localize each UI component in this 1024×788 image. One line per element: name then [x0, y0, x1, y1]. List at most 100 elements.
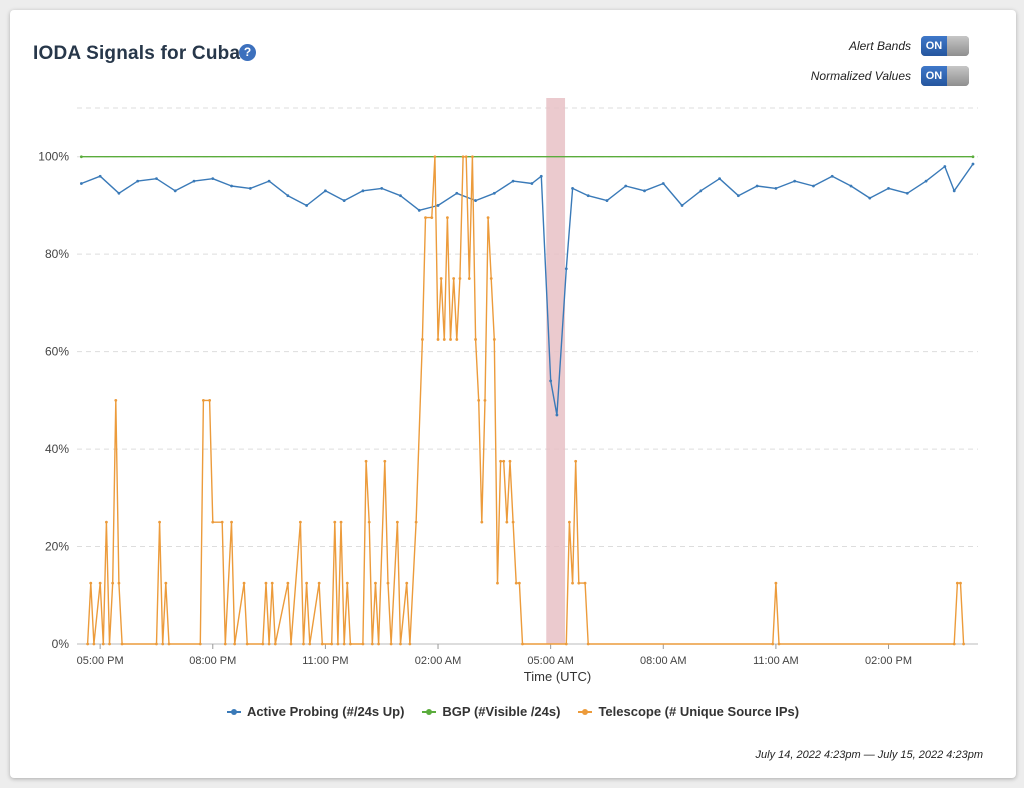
x-tick-label: 08:00 AM	[640, 655, 686, 667]
data-point-2	[521, 642, 524, 646]
data-point-2	[483, 398, 487, 402]
data-point-2	[408, 642, 412, 646]
data-point-2	[474, 338, 477, 341]
data-point-0	[399, 194, 402, 198]
data-point-0	[342, 199, 346, 202]
y-tick-label: 60%	[45, 345, 69, 359]
data-point-0	[474, 199, 477, 202]
signals-chart: 0% 20% 40% 60% 80% 100% 05:00 PM 08:00 PM 11:00 …	[38, 98, 978, 684]
data-point-2	[101, 642, 105, 646]
data-point-0	[943, 165, 947, 168]
data-point-0	[624, 184, 628, 188]
data-point-0	[361, 189, 365, 193]
alert-bands-toggle[interactable]: ON	[921, 36, 969, 56]
data-point-0	[511, 179, 515, 183]
data-point-2	[89, 581, 93, 585]
legend-label-active-probing: Active Probing (#/24s Up)	[246, 704, 405, 719]
data-point-2	[317, 581, 321, 585]
data-point-2	[464, 155, 468, 159]
data-point-0	[530, 182, 534, 185]
data-point-2	[361, 642, 365, 646]
alert-bands-control: Alert Bands ON	[849, 36, 969, 56]
legend-label-bgp: BGP (#Visible /24s)	[442, 704, 561, 719]
series-line-0	[81, 163, 974, 416]
data-point-0	[324, 189, 327, 193]
data-point-0	[417, 208, 421, 212]
x-tick-label: 11:00 PM	[302, 655, 348, 667]
data-point-0	[605, 199, 609, 202]
legend-item-telescope[interactable]: Telescope (# Unique Source IPs)	[578, 704, 799, 719]
data-point-0	[952, 189, 956, 193]
legend-label-telescope: Telescope (# Unique Source IPs)	[598, 704, 800, 719]
data-point-2	[517, 581, 521, 585]
data-point-2	[452, 277, 456, 280]
data-point-2	[568, 520, 571, 524]
data-point-2	[220, 520, 224, 524]
data-point-2	[298, 520, 302, 524]
data-point-0	[492, 191, 496, 195]
data-point-2	[264, 581, 268, 585]
data-point-0	[793, 179, 797, 183]
data-point-2	[367, 520, 371, 524]
normalized-values-toggle[interactable]: ON	[921, 66, 969, 86]
data-point-2	[164, 581, 168, 585]
alert-bands-label: Alert Bands	[848, 39, 911, 53]
legend-item-active-probing[interactable]: Active Probing (#/24s Up)	[226, 704, 405, 719]
x-tick-label: 08:00 PM	[189, 655, 236, 667]
data-point-0	[455, 191, 459, 195]
data-point-2	[108, 642, 111, 646]
data-point-0	[849, 184, 853, 188]
data-point-2	[471, 155, 474, 159]
data-point-0	[380, 187, 384, 190]
data-point-2	[480, 520, 484, 524]
data-point-2	[514, 581, 518, 585]
data-point-2	[345, 581, 349, 585]
data-point-2	[492, 338, 496, 341]
data-point-0	[868, 196, 872, 200]
data-point-0	[661, 182, 665, 185]
data-point-2	[342, 642, 346, 646]
data-point-0	[117, 191, 121, 195]
data-point-2	[574, 459, 578, 463]
data-point-2	[242, 581, 246, 585]
data-point-2	[305, 581, 309, 585]
data-point-2	[92, 642, 96, 646]
help-icon[interactable]: ?	[239, 44, 256, 61]
data-point-0	[305, 204, 309, 207]
data-point-2	[505, 520, 509, 524]
x-axis-label: Time (UTC)	[524, 669, 591, 684]
data-point-2	[201, 398, 205, 402]
data-point-2	[289, 642, 293, 646]
data-point-2	[571, 581, 574, 585]
data-point-2	[430, 216, 434, 220]
x-tick-label: 02:00 AM	[415, 655, 461, 667]
data-point-0	[136, 179, 140, 183]
data-point-2	[339, 520, 343, 524]
y-tick-label: 40%	[45, 442, 69, 456]
data-point-2	[564, 642, 568, 646]
data-point-2	[245, 642, 249, 646]
data-point-0	[905, 191, 909, 195]
legend-swatch-active-probing	[226, 708, 241, 716]
data-point-0	[699, 189, 703, 193]
data-point-2	[771, 642, 775, 646]
legend-item-bgp[interactable]: BGP (#Visible /24s)	[422, 704, 560, 719]
x-tick-label: 02:00 PM	[865, 655, 912, 667]
data-point-2	[233, 642, 237, 646]
normalized-values-toggle-state: ON	[921, 66, 947, 86]
data-point-0	[230, 184, 233, 188]
data-point-2	[486, 216, 490, 220]
data-point-2	[377, 642, 380, 646]
data-point-0	[267, 179, 271, 183]
data-point-2	[302, 642, 305, 646]
data-point-0	[173, 189, 177, 193]
data-point-2	[446, 216, 449, 220]
y-tick-label: 0%	[52, 637, 70, 651]
data-point-2	[286, 581, 290, 585]
data-point-1	[79, 155, 83, 159]
data-point-2	[167, 642, 171, 646]
data-point-2	[442, 338, 446, 341]
data-point-2	[467, 277, 471, 280]
data-point-1	[971, 155, 975, 159]
data-point-2	[959, 581, 962, 585]
